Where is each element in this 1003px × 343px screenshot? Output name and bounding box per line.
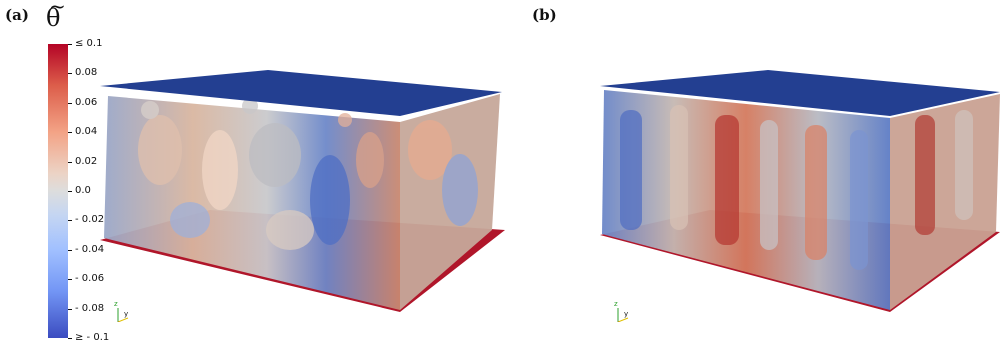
- axis-label-y: y: [624, 310, 628, 318]
- colorbar-tick-label: ≥ - 0.1: [75, 332, 110, 343]
- axis-label-z: z: [614, 300, 618, 308]
- axes-triad: z y x: [114, 300, 129, 322]
- colorbar-tick-mark: [68, 308, 72, 310]
- colorbar-tick-label: - 0.06: [75, 273, 105, 285]
- colorbar-tick-mark: [68, 73, 72, 75]
- panel-label-a: (a): [5, 6, 29, 24]
- colorbar-tick-label: 0.0: [75, 185, 91, 196]
- top-plate: [100, 70, 502, 116]
- axis-label-z: z: [114, 300, 118, 308]
- top-plate: [600, 70, 1000, 116]
- colorbar-tick-mark: [68, 132, 72, 134]
- colorbar-tick-label: 0.04: [75, 126, 98, 138]
- side-volume: [890, 94, 1000, 310]
- vortex-structures: [620, 105, 973, 270]
- axis-label-y: y: [124, 310, 128, 318]
- vortex-structures: [138, 98, 478, 250]
- colorbar-tick-label: ≤ 0.1: [75, 38, 103, 49]
- colorbar-tick-mark: [68, 44, 72, 45]
- colorbar-tick-mark: [68, 279, 72, 281]
- isosurface-volume: [602, 90, 890, 310]
- colorbar-tick-mark: [68, 249, 72, 251]
- colorbar-tick-mark: [68, 102, 72, 104]
- colorbar-title-symbol: θ: [46, 4, 61, 32]
- colorbar-tick-label: - 0.02: [75, 214, 105, 226]
- colorbar-tick-label: - 0.08: [75, 302, 105, 314]
- colorbar-tick-label: - 0.04: [75, 243, 105, 255]
- colorbar-tick-mark: [68, 191, 72, 192]
- colorbar-tick-mark: [68, 220, 72, 222]
- colorbar: [48, 44, 68, 338]
- panel-b-figure: z y x: [600, 70, 1000, 322]
- axes-triad: z y x: [614, 300, 629, 322]
- colorbar-title: θ ~: [46, 0, 66, 32]
- colorbar-tick-label: 0.02: [75, 155, 98, 167]
- panel-label-b: (b): [532, 6, 557, 24]
- colorbar-tick-mark: [68, 338, 72, 339]
- colorbar-tick-label: 0.08: [75, 67, 98, 79]
- colorbar-title-tilde: ~: [49, 0, 66, 18]
- panel-a-figure: z y x: [100, 70, 505, 322]
- colorbar-tick-mark: [68, 161, 72, 163]
- colorbar-tick-label: 0.06: [75, 96, 98, 108]
